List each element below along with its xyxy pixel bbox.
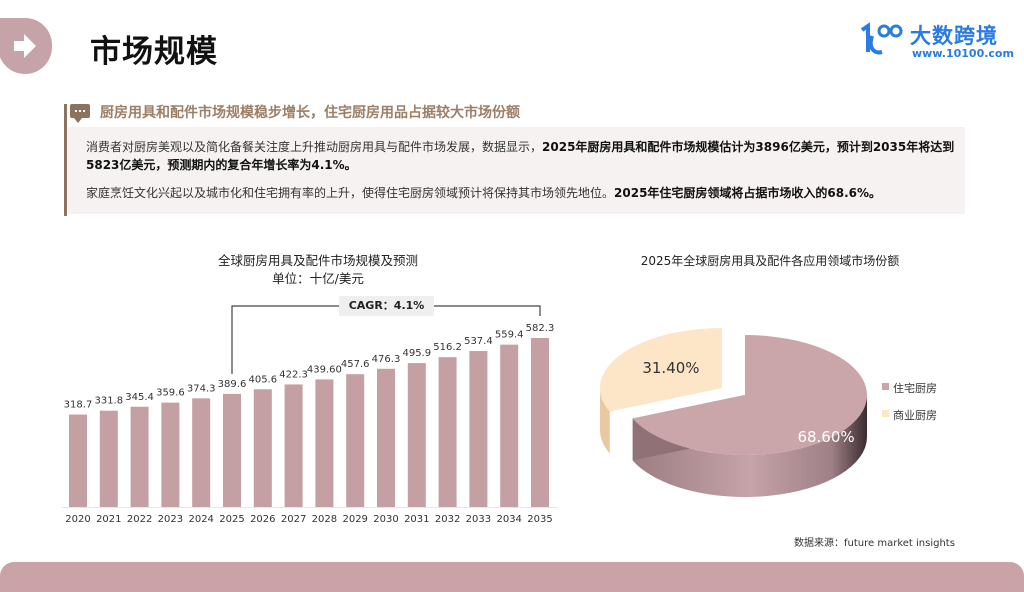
data-label-2027: 422.3 xyxy=(279,369,308,380)
x-tick-2032: 2032 xyxy=(435,514,460,525)
bar-chart-unit: 单位：十亿/美元 xyxy=(272,271,364,286)
data-label-2035: 582.3 xyxy=(526,323,555,334)
x-tick-2022: 2022 xyxy=(127,514,152,525)
legend-swatch-residential xyxy=(882,383,889,390)
chat-bubble-icon xyxy=(70,104,90,123)
data-label-2022: 345.4 xyxy=(125,392,154,403)
bar-2022 xyxy=(130,406,149,507)
legend-label-residential: 住宅厨房 xyxy=(893,382,937,395)
bar-2034 xyxy=(500,344,519,507)
bar-2032 xyxy=(438,357,457,507)
legend-label-commercial: 商业厨房 xyxy=(893,409,937,422)
bar-2028 xyxy=(315,379,334,507)
bar-2020 xyxy=(69,414,87,507)
data-label-2032: 516.2 xyxy=(433,342,462,353)
x-tick-2034: 2034 xyxy=(496,514,521,525)
bar-2033 xyxy=(469,351,488,507)
section-subtitle: 厨房用具和配件市场规模稳步增长，住宅厨房用品占据较大市场份额 xyxy=(100,105,520,121)
p1-text: 消费者对厨房美观以及简化备餐关注度上升推动厨房用具与配件市场发展，数据显示， xyxy=(86,140,543,154)
data-label-2025: 389.6 xyxy=(218,379,247,390)
bar-2030 xyxy=(377,368,395,507)
x-tick-2024: 2024 xyxy=(188,514,213,525)
bar-2023 xyxy=(161,402,180,507)
pie-slice-商业厨房 xyxy=(600,328,722,412)
legend-swatch-commercial xyxy=(882,410,889,417)
data-label-2034: 559.4 xyxy=(495,330,524,341)
bar-chart-title: 全球厨房用具及配件市场规模及预测 xyxy=(217,253,418,268)
x-tick-2028: 2028 xyxy=(312,514,337,525)
x-tick-2033: 2033 xyxy=(466,514,491,525)
pie-chart-title: 2025年全球厨房用具及配件各应用领域市场份额 xyxy=(640,254,900,268)
logo-name: 大数跨境 xyxy=(910,24,998,48)
bar-2035 xyxy=(531,338,549,507)
p2-highlight: 2025年住宅厨房领域将占据市场收入的68.6%。 xyxy=(614,186,882,200)
bar-2025 xyxy=(223,393,241,507)
data-label-2029: 457.6 xyxy=(341,359,370,370)
x-tick-2031: 2031 xyxy=(404,514,429,525)
x-tick-2020: 2020 xyxy=(65,514,90,525)
pie-slice-住宅厨房 xyxy=(632,335,867,455)
summary-paragraph-2: 家庭烹饪文化兴起以及城市化和住宅拥有率的上升，使得住宅厨房领域预计将保持其市场领… xyxy=(86,184,956,202)
summary-box xyxy=(68,127,965,214)
logo-mark xyxy=(860,22,903,55)
x-tick-2035: 2035 xyxy=(527,514,552,525)
data-source: 数据来源：future market insights xyxy=(794,538,955,549)
data-label-2020: 318.7 xyxy=(64,400,93,411)
x-tick-2021: 2021 xyxy=(96,514,121,525)
bar-2024 xyxy=(192,398,211,507)
x-tick-2026: 2026 xyxy=(250,514,275,525)
data-label-2026: 405.6 xyxy=(248,374,277,385)
x-tick-2030: 2030 xyxy=(373,514,398,525)
page-title: 市场规模 xyxy=(90,34,218,70)
data-label-2021: 331.8 xyxy=(94,396,123,407)
p1-highlight: 2025年厨房用具和配件市场规模估计为3896亿美元，预计到2035年将达到58… xyxy=(86,140,955,172)
section-accent-bar xyxy=(64,104,67,216)
summary-paragraph-1: 消费者对厨房美观以及简化备餐关注度上升推动厨房用具与配件市场发展，数据显示，20… xyxy=(86,138,956,174)
bar-chart: 318.7 2020 331.8 2021 345.4 2022 359.6 2023 374.… xyxy=(62,305,558,525)
footer-band xyxy=(0,562,1024,592)
header-arrow-badge xyxy=(0,18,52,74)
bar-2021 xyxy=(99,410,118,507)
x-tick-2025: 2025 xyxy=(219,514,244,525)
data-label-2023: 359.6 xyxy=(156,388,185,399)
bar-2027 xyxy=(284,384,303,507)
x-tick-2023: 2023 xyxy=(158,514,183,525)
bar-2029 xyxy=(346,374,365,507)
cagr-label: CAGR：4.1% xyxy=(339,296,434,316)
logo-url: www.10100.com xyxy=(912,47,1014,60)
data-label-2031: 495.9 xyxy=(402,348,431,359)
arrow-right-icon xyxy=(14,34,36,58)
p2-text: 家庭烹饪文化兴起以及城市化和住宅拥有率的上升，使得住宅厨房领域预计将保持其市场领… xyxy=(86,186,615,200)
data-label-2028: 439.60 xyxy=(307,364,342,375)
x-tick-2029: 2029 xyxy=(342,514,367,525)
data-label-2033: 537.4 xyxy=(464,336,493,347)
data-label-2030: 476.3 xyxy=(372,354,401,365)
pie-side-0 xyxy=(632,395,867,498)
bar-2031 xyxy=(407,363,426,507)
pie-label-商业厨房: 31.40% xyxy=(642,359,699,377)
x-tick-2027: 2027 xyxy=(281,514,306,525)
pie-side-1 xyxy=(600,388,610,454)
data-label-2024: 374.3 xyxy=(187,383,216,394)
bar-2026 xyxy=(253,389,272,507)
pie-label-住宅厨房: 68.60% xyxy=(797,428,854,446)
pie-chart: 68.60% 31.40% xyxy=(600,328,867,498)
